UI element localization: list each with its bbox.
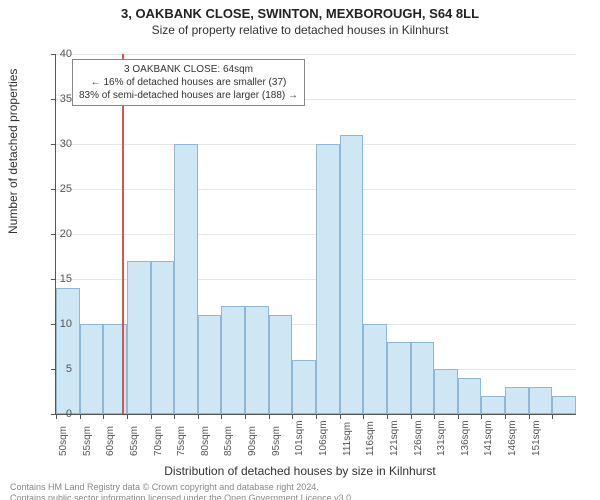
xtick-mark (340, 414, 341, 419)
annotation-line: 3 OAKBANK CLOSE: 64sqm (79, 63, 298, 76)
ytick-label: 35 (32, 93, 72, 105)
annotation-box: 3 OAKBANK CLOSE: 64sqm← 16% of detached … (72, 59, 305, 106)
xtick-mark (387, 414, 388, 419)
histogram-bar (529, 387, 553, 414)
histogram-bar (434, 369, 458, 414)
xtick-label: 116sqm (365, 421, 376, 456)
xtick-mark (127, 414, 128, 419)
xtick-label: 111sqm (342, 422, 353, 456)
histogram-bar (151, 261, 175, 414)
histogram-bar (221, 306, 245, 414)
ytick-label: 5 (32, 363, 72, 375)
xtick-mark (481, 414, 482, 419)
x-axis-label: Distribution of detached houses by size … (0, 464, 600, 478)
xtick-label: 121sqm (389, 420, 400, 456)
y-axis-label: Number of detached properties (6, 69, 20, 234)
histogram-bar (127, 261, 151, 414)
xtick-mark (103, 414, 104, 419)
histogram-bar (269, 315, 293, 414)
xtick-label: 50sqm (58, 426, 69, 456)
xtick-mark (245, 414, 246, 419)
histogram-bar (316, 144, 340, 414)
xtick-mark (529, 414, 530, 419)
xtick-mark (269, 414, 270, 419)
xtick-mark (316, 414, 317, 419)
xtick-label: 90sqm (247, 426, 258, 456)
xtick-label: 60sqm (105, 426, 116, 456)
chart-container: 3, OAKBANK CLOSE, SWINTON, MEXBOROUGH, S… (0, 6, 600, 500)
xtick-label: 70sqm (153, 426, 164, 456)
xtick-mark (411, 414, 412, 419)
xtick-mark (174, 414, 175, 419)
ytick-label: 30 (32, 138, 72, 150)
xtick-label: 101sqm (294, 420, 305, 456)
ytick-label: 40 (32, 48, 72, 60)
histogram-bar (56, 288, 80, 414)
histogram-bar (363, 324, 387, 414)
xtick-label: 126sqm (413, 420, 424, 456)
xtick-mark (363, 414, 364, 419)
histogram-bar (505, 387, 529, 414)
xtick-label: 141sqm (483, 420, 494, 456)
xtick-label: 80sqm (200, 426, 211, 456)
histogram-bar (340, 135, 364, 414)
histogram-bar (292, 360, 316, 414)
histogram-bar (411, 342, 435, 414)
attribution-line2: Contains public sector information licen… (10, 493, 354, 500)
xtick-label: 146sqm (507, 420, 518, 456)
gridline (56, 54, 576, 55)
xtick-label: 106sqm (318, 420, 329, 456)
xtick-label: 136sqm (460, 420, 471, 456)
xtick-mark (221, 414, 222, 419)
ytick-label: 25 (32, 183, 72, 195)
histogram-bar (458, 378, 482, 414)
reference-line (122, 54, 124, 414)
xtick-label: 151sqm (531, 420, 542, 456)
histogram-bar (174, 144, 198, 414)
attribution-line1: Contains HM Land Registry data © Crown c… (10, 482, 354, 493)
xtick-mark (198, 414, 199, 419)
histogram-bar (245, 306, 269, 414)
xtick-mark (434, 414, 435, 419)
histogram-bar (481, 396, 505, 414)
xtick-label: 85sqm (223, 426, 234, 456)
xtick-mark (458, 414, 459, 419)
xtick-mark (552, 414, 553, 419)
xtick-mark (292, 414, 293, 419)
chart-title: 3, OAKBANK CLOSE, SWINTON, MEXBOROUGH, S… (0, 6, 600, 21)
histogram-bar (387, 342, 411, 414)
xtick-mark (151, 414, 152, 419)
xtick-label: 95sqm (271, 426, 282, 456)
ytick-label: 0 (32, 408, 72, 420)
xtick-mark (80, 414, 81, 419)
attribution-text: Contains HM Land Registry data © Crown c… (10, 482, 354, 500)
plot-area (55, 54, 576, 415)
xtick-label: 131sqm (436, 420, 447, 456)
ytick-label: 10 (32, 318, 72, 330)
xtick-mark (505, 414, 506, 419)
chart-subtitle: Size of property relative to detached ho… (0, 23, 600, 37)
annotation-line: 83% of semi-detached houses are larger (… (79, 89, 298, 102)
histogram-bar (198, 315, 222, 414)
xtick-label: 55sqm (82, 426, 93, 456)
annotation-line: ← 16% of detached houses are smaller (37… (79, 76, 298, 89)
xtick-label: 65sqm (129, 426, 140, 456)
ytick-label: 20 (32, 228, 72, 240)
xtick-label: 75sqm (176, 426, 187, 456)
histogram-bar (552, 396, 576, 414)
histogram-bar (80, 324, 104, 414)
ytick-label: 15 (32, 273, 72, 285)
